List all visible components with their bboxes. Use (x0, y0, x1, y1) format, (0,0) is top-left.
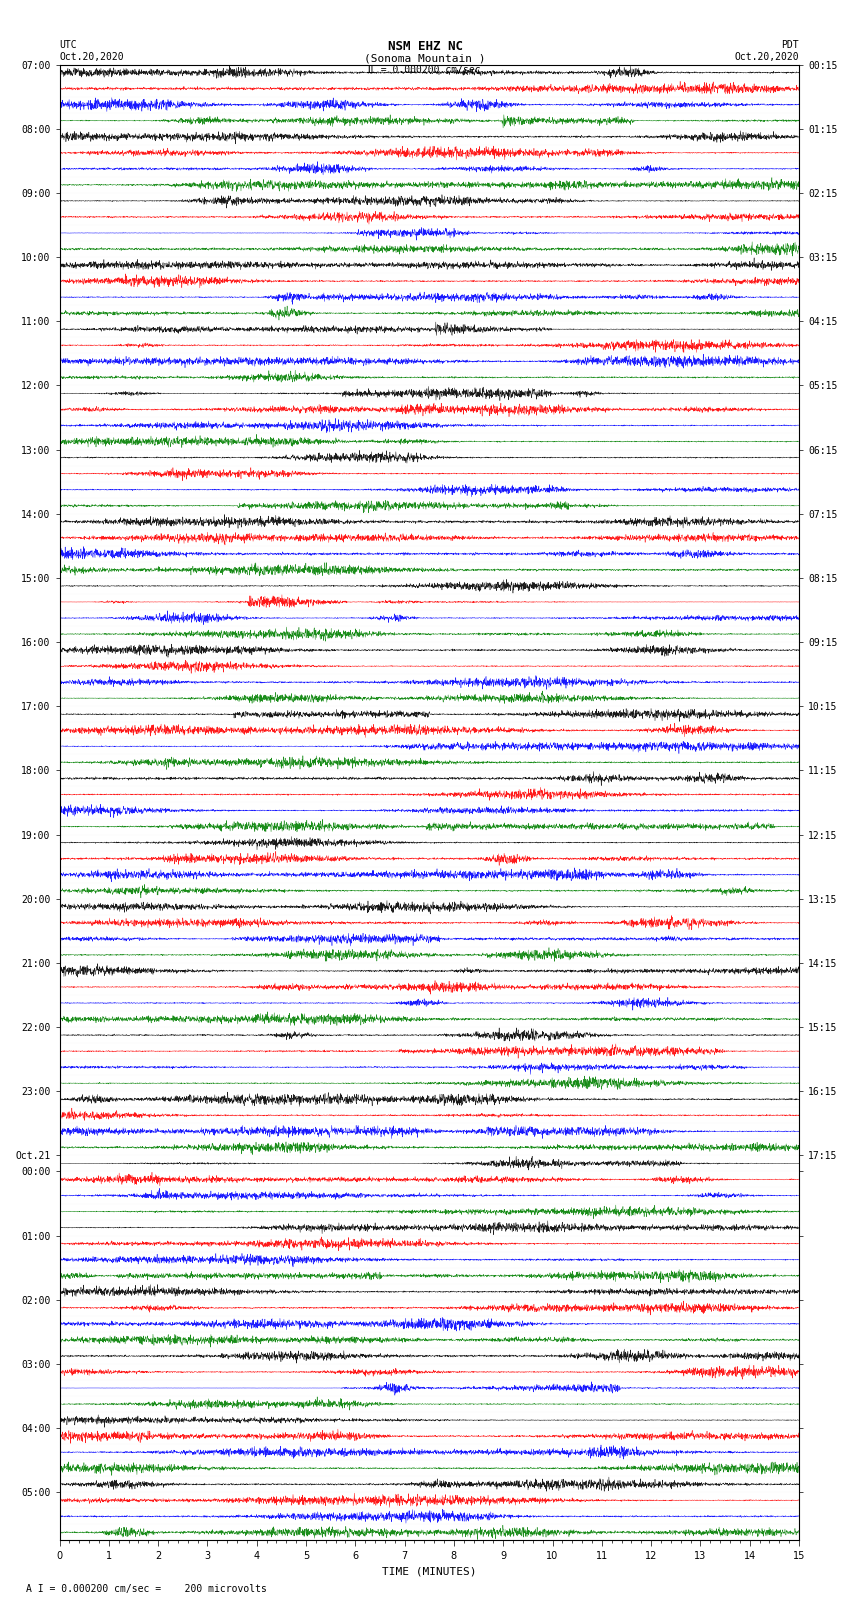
X-axis label: TIME (MINUTES): TIME (MINUTES) (382, 1566, 477, 1576)
Text: PDT: PDT (781, 40, 799, 50)
Text: NSM EHZ NC: NSM EHZ NC (388, 40, 462, 53)
Text: Oct.20,2020: Oct.20,2020 (60, 52, 124, 61)
Text: UTC: UTC (60, 40, 77, 50)
Text: (Sonoma Mountain ): (Sonoma Mountain ) (365, 53, 485, 63)
Text: A I = 0.000200 cm/sec =    200 microvolts: A I = 0.000200 cm/sec = 200 microvolts (26, 1584, 266, 1594)
Text: I: I (366, 65, 373, 74)
Text: I = 0.000200 cm/sec: I = 0.000200 cm/sec (369, 65, 481, 74)
Text: Oct.20,2020: Oct.20,2020 (734, 52, 799, 61)
